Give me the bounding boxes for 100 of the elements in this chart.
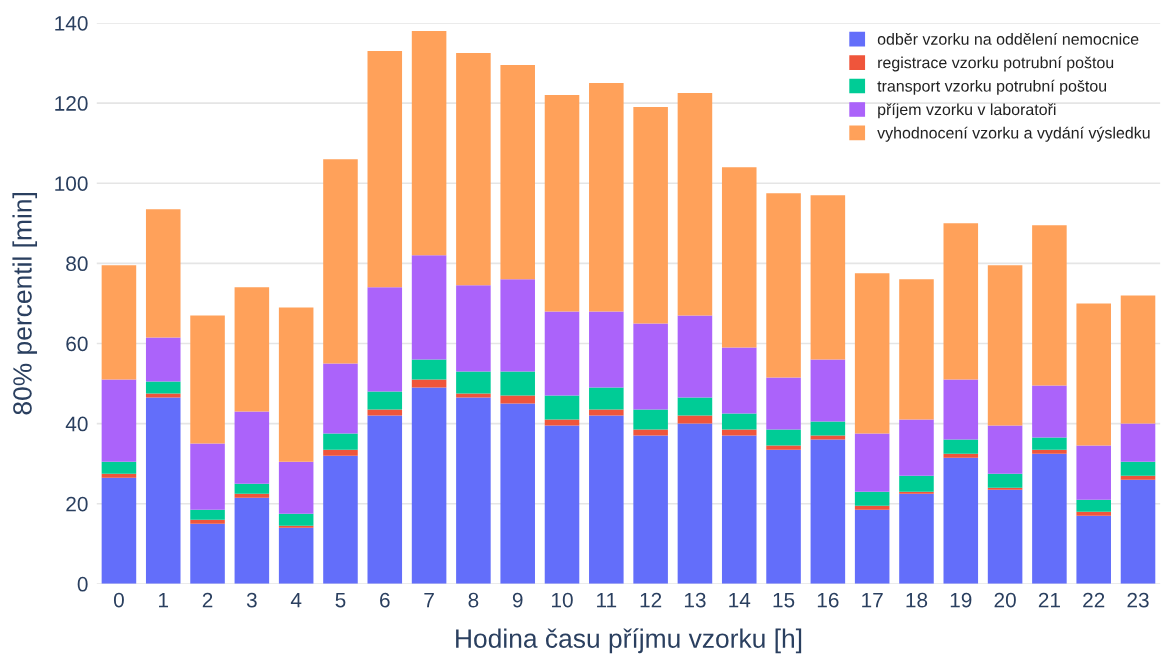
- bar: [1076, 303, 1111, 446]
- bar: [1032, 453, 1067, 584]
- bar: [190, 443, 225, 510]
- bar: [278, 525, 314, 528]
- bar: [1120, 423, 1156, 462]
- bar: [1032, 449, 1067, 454]
- x-tick-label: 1: [159, 592, 169, 608]
- bar: [101, 265, 137, 380]
- bar: [278, 527, 314, 584]
- bar: [943, 223, 979, 380]
- x-tick-label: 9: [512, 592, 523, 608]
- bar: [721, 167, 757, 348]
- bar: [1032, 437, 1067, 450]
- bar: [1120, 479, 1156, 584]
- x-axis-title: Hodina času příjmu vzorku [h]: [456, 628, 802, 654]
- bar: [766, 193, 801, 378]
- x-tick-label: 17: [862, 592, 883, 608]
- bar: [854, 433, 890, 492]
- bar: [987, 425, 1023, 474]
- y-tick-label: 120: [55, 96, 88, 111]
- bar: [278, 513, 314, 526]
- bar: [766, 449, 801, 584]
- x-tick-label: 22: [1083, 592, 1105, 608]
- bar: [500, 395, 535, 404]
- legend-label: transport vzorku potrubní poštou: [877, 79, 1107, 95]
- bar: [234, 287, 270, 412]
- bar: [943, 457, 979, 584]
- bar: [633, 409, 668, 430]
- bar: [633, 323, 668, 410]
- bar: [411, 379, 447, 388]
- bar: [899, 491, 934, 494]
- bar: [943, 379, 979, 440]
- bar: [500, 403, 535, 584]
- bar: [1120, 461, 1156, 476]
- bar: [234, 493, 270, 498]
- bar: [943, 453, 979, 458]
- bar: [1076, 499, 1111, 512]
- y-tick-label: 80: [66, 256, 88, 272]
- bar: [323, 449, 358, 456]
- bar: [943, 439, 979, 454]
- legend-label: vyhodnocení vzorku a vydání výsledku: [877, 126, 1150, 142]
- bar: [367, 51, 403, 288]
- bar: [544, 425, 580, 584]
- bar: [456, 285, 491, 372]
- bar: [190, 509, 225, 520]
- x-tick-label: 7: [424, 592, 434, 608]
- bar: [234, 411, 270, 484]
- bar: [456, 397, 491, 584]
- bar: [766, 429, 801, 446]
- y-tick-label: 40: [65, 416, 88, 432]
- bar: [810, 435, 846, 440]
- bar: [677, 93, 713, 316]
- bar: [411, 387, 447, 584]
- legend-label: registrace vzorku potrubní poštou: [878, 56, 1114, 72]
- x-tick-label: 12: [640, 592, 662, 608]
- bar: [721, 347, 757, 414]
- x-tick-label: 20: [994, 592, 1016, 608]
- bar: [633, 435, 668, 584]
- bar: [766, 445, 801, 450]
- bar: [145, 337, 181, 382]
- bar: [367, 287, 403, 392]
- bar: [101, 473, 137, 478]
- bar: [589, 387, 624, 410]
- y-tick-label: 100: [55, 176, 88, 191]
- y-tick-label: 140: [55, 15, 88, 31]
- bar: [323, 455, 358, 584]
- bar: [411, 255, 447, 360]
- x-tick-label: 5: [335, 592, 346, 608]
- bar: [589, 83, 624, 312]
- bar: [456, 371, 491, 394]
- x-tick-label: 10: [552, 592, 573, 608]
- x-tick-label: 4: [290, 592, 302, 608]
- bar: [810, 439, 846, 584]
- bar: [987, 487, 1023, 490]
- bar: [810, 359, 846, 422]
- bar: [278, 461, 314, 514]
- x-tick-label: 6: [380, 592, 390, 608]
- bar: [677, 397, 713, 416]
- bar: [721, 435, 757, 584]
- bar: [899, 475, 934, 492]
- bar: [323, 433, 358, 450]
- bar: [677, 415, 713, 424]
- bar: [987, 473, 1023, 488]
- x-tick-label: 15: [773, 592, 795, 608]
- legend-label: příjem vzorku v laboratoři: [878, 103, 1056, 119]
- y-tick-label: 0: [77, 576, 88, 592]
- bar: [367, 391, 403, 410]
- bar: [456, 53, 491, 286]
- x-tick-label: 11: [597, 592, 617, 608]
- bar: [411, 359, 447, 380]
- bar: [987, 265, 1023, 426]
- bar: [500, 65, 535, 280]
- bar: [854, 509, 890, 584]
- bar: [234, 497, 270, 584]
- bar: [633, 107, 668, 324]
- bar: [589, 311, 624, 388]
- x-tick-label: 13: [684, 592, 706, 608]
- x-tick-label: 16: [817, 592, 839, 608]
- bar: [367, 409, 403, 416]
- bar: [190, 315, 225, 444]
